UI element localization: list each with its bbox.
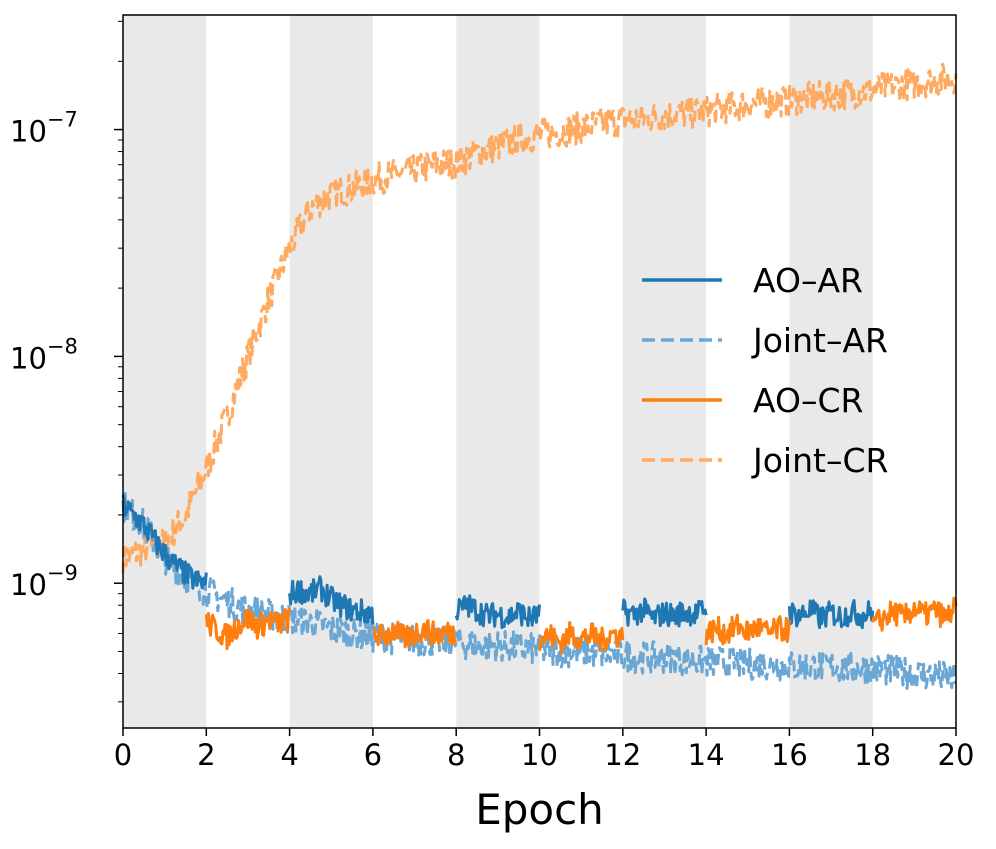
x-tick-label: 4: [280, 738, 298, 772]
y-tick-exponent: −8: [47, 334, 78, 358]
x-tick-label: 2: [197, 738, 215, 772]
series-line: [704, 613, 791, 646]
series-line: [871, 596, 958, 632]
x-tick-label: 0: [114, 738, 132, 772]
x-tick-label: 8: [447, 738, 465, 772]
series-line: [454, 594, 541, 630]
series-line: [204, 607, 292, 651]
y-tick-exponent: −7: [47, 108, 78, 132]
x-tick-label: 20: [938, 738, 975, 772]
x-tick-label: 16: [771, 738, 808, 772]
legend: AO–AR Joint–AR AO–CR Joint–CR: [642, 261, 888, 480]
x-tick-label: 10: [521, 738, 558, 772]
legend-label: AO–AR: [753, 261, 863, 300]
series-line: [621, 597, 708, 628]
series-line: [371, 619, 457, 649]
x-axis-label: Epoch: [475, 785, 604, 834]
series-line: [121, 494, 208, 590]
series-line: [121, 62, 958, 574]
x-tick-label: 6: [364, 738, 382, 772]
series-line: [288, 575, 375, 625]
x-tick-label: 14: [688, 738, 725, 772]
x-tick-label: 18: [854, 738, 891, 772]
series-line: [538, 621, 625, 655]
series-line: [121, 492, 957, 690]
series-layer: [121, 62, 958, 690]
x-tick-label: 12: [604, 738, 641, 772]
legend-label: AO–CR: [753, 381, 863, 420]
legend-label: Joint–AR: [751, 321, 888, 360]
y-tick-exponent: −9: [47, 561, 78, 585]
series-line: [787, 599, 875, 630]
shaded-band: [123, 15, 207, 728]
legend-label: Joint–CR: [751, 441, 888, 480]
